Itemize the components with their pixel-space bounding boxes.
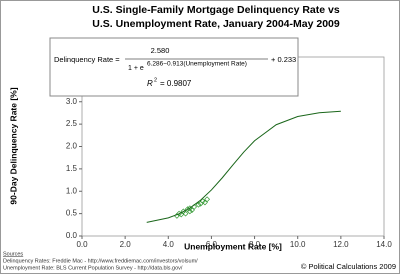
- formula-exponent: 6.286−0.913(Unemployment Rate): [147, 61, 247, 68]
- formula-lhs: Delinquency Rate =: [54, 55, 120, 64]
- y-tick-label: 3.0: [66, 97, 78, 106]
- x-tick-label: 0.0: [76, 240, 88, 249]
- x-tick-label: 10.0: [290, 240, 306, 249]
- data-point: [204, 196, 211, 203]
- formula-numerator: 2.580: [151, 46, 170, 55]
- copyright: © Political Calculations 2009: [301, 262, 396, 271]
- chart-title: U.S. Single-Family Mortgage Delinquency …: [92, 4, 340, 16]
- source-1: Delinquency Rates: Freddie Mac - http://…: [3, 258, 198, 264]
- fit-line: [146, 110, 341, 223]
- y-axis-label: 90-Day Delinquency Rate [%]: [8, 87, 18, 204]
- y-tick-label: 1.0: [66, 186, 78, 195]
- data-point: [186, 208, 193, 215]
- sources-heading: Sources: [3, 251, 23, 257]
- r2-value: = 0.9807: [160, 79, 192, 88]
- formula-box: Delinquency Rate = 2.580 1 + e 6.286−0.9…: [49, 37, 299, 97]
- x-tick-label: 8.0: [249, 240, 261, 249]
- chart-subtitle: U.S. Unemployment Rate, January 2004-May…: [92, 18, 340, 30]
- x-tick-label: 12.0: [333, 240, 349, 249]
- x-tick-label: 2.0: [120, 240, 132, 249]
- y-tick-label: 1.5: [66, 164, 78, 173]
- data-point: [195, 201, 202, 208]
- x-axis-label: Unemployment Rate [%]: [184, 241, 282, 251]
- formula-frame: [49, 37, 299, 97]
- x-tick-label: 14.0: [376, 240, 392, 249]
- r2-base: R: [147, 79, 153, 88]
- source-2: Unemployment Rate: BLS Current Populatio…: [3, 265, 183, 271]
- formula-denominator: 1 + e: [128, 65, 144, 72]
- y-tick-label: 0.0: [66, 231, 78, 240]
- x-tick-label: 6.0: [206, 240, 218, 249]
- y-tick-label: 2.5: [66, 119, 78, 128]
- data-point: [182, 210, 189, 217]
- x-tick-label: 4.0: [163, 240, 175, 249]
- formula-tail: + 0.233: [271, 55, 296, 64]
- y-tick-label: 0.5: [66, 209, 78, 218]
- r2-power: 2: [154, 77, 157, 83]
- y-tick-label: 2.0: [66, 142, 78, 151]
